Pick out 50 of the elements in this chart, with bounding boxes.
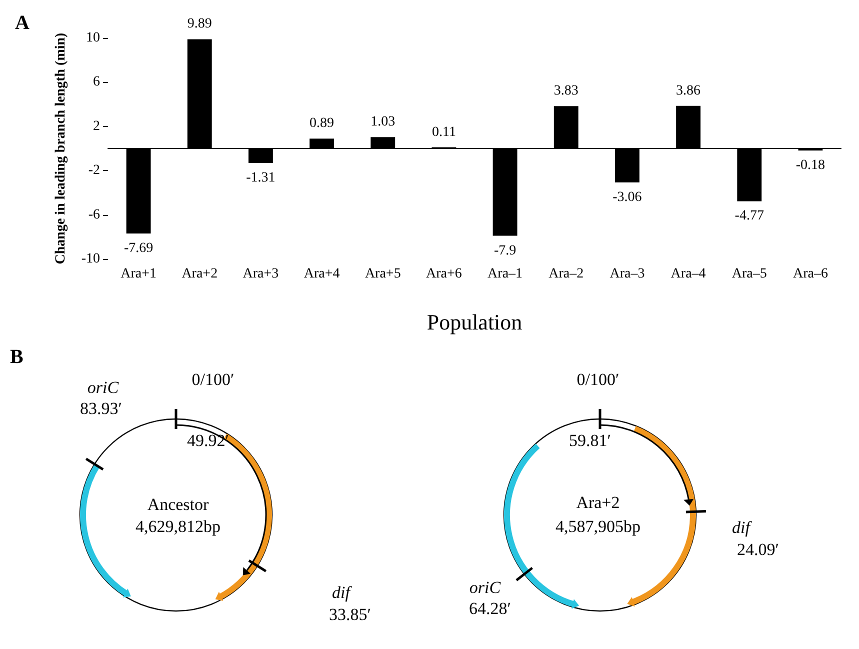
x-tick-label: Ara+2 [182, 266, 218, 282]
text: 33.85′ [329, 605, 371, 624]
x-tick-label: Ara+6 [426, 266, 462, 282]
text: oriC [469, 578, 502, 597]
y-tick-label: -2 [88, 163, 100, 178]
text: Ara+2 [576, 493, 620, 512]
text: 4,629,812bp [136, 517, 220, 536]
text: Ancestor [147, 495, 210, 514]
text: 24.09′ [737, 540, 779, 559]
y-tick-label: -6 [88, 207, 100, 222]
y-tick-label: 10 [86, 30, 100, 46]
text: dif [332, 583, 352, 602]
text: dif [732, 518, 752, 537]
chart-title: A [15, 12, 30, 34]
x-tick-label: Ara–3 [610, 266, 645, 282]
data-label: 3.86 [676, 83, 701, 98]
data-label: 0.89 [310, 116, 334, 132]
data-label: -7.9 [494, 243, 516, 258]
x-tick-label: Ara–5 [732, 266, 767, 282]
x-tick-label: Ara–4 [670, 266, 706, 282]
data-label: -7.69 [124, 240, 154, 256]
data-label: -4.77 [734, 208, 764, 224]
text: 49.92′ [187, 431, 229, 450]
x-tick-label: Ara–2 [548, 266, 584, 282]
x-tick-label: Ara+1 [120, 266, 156, 282]
text: 4,587,905bp [556, 517, 640, 536]
x-tick-label: Ara+3 [242, 266, 279, 282]
text: 59.81′ [569, 431, 611, 450]
x-axis-title: Population [426, 310, 522, 334]
data-label: -1.31 [246, 170, 276, 186]
data-label: -0.18 [796, 158, 826, 173]
data-label: 0.11 [432, 124, 456, 140]
x-tick-label: Ara–1 [488, 266, 523, 282]
x-tick-label: Ara+5 [364, 266, 401, 282]
x-tick-label: Ara+4 [304, 266, 340, 282]
y-tick-label: 6 [93, 74, 100, 90]
data-label: 1.03 [370, 114, 396, 130]
text: 0/100′ [576, 370, 620, 389]
text: B [10, 346, 24, 368]
y-axis-title: Change in leading branch length (min) [54, 32, 68, 264]
text: 83.93′ [80, 399, 122, 418]
text: 0/100′ [192, 370, 234, 389]
x-tick-label: Ara–6 [792, 266, 828, 282]
data-label: -3.06 [612, 190, 642, 205]
y-tick-label: -10 [81, 252, 100, 266]
data-label: 9.89 [187, 16, 212, 32]
text: oriC [87, 378, 120, 397]
y-tick-label: 2 [93, 118, 100, 134]
data-label: 3.83 [554, 84, 578, 99]
text: 64.28′ [469, 599, 511, 618]
